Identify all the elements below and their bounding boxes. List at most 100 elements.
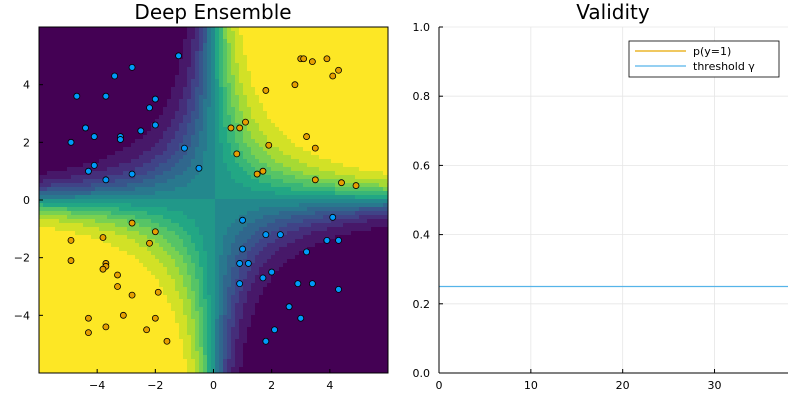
contour-cell bbox=[87, 115, 92, 120]
contour-cell bbox=[207, 51, 212, 56]
contour-cell bbox=[379, 63, 384, 68]
contour-cell bbox=[111, 155, 116, 160]
contour-cell bbox=[91, 143, 96, 148]
contour-cell bbox=[91, 167, 96, 172]
contour-cell bbox=[187, 247, 192, 252]
contour-cell bbox=[279, 111, 284, 116]
contour-cell bbox=[95, 223, 100, 228]
contour-cell bbox=[331, 83, 336, 88]
contour-cell bbox=[379, 191, 384, 196]
contour-cell bbox=[335, 59, 340, 64]
contour-cell bbox=[79, 123, 84, 128]
contour-cell bbox=[367, 87, 372, 92]
contour-cell bbox=[375, 87, 380, 92]
contour-cell bbox=[307, 211, 312, 216]
contour-cell bbox=[267, 111, 272, 116]
contour-cell bbox=[275, 159, 280, 164]
contour-cell bbox=[339, 111, 344, 116]
contour-cell bbox=[71, 215, 76, 220]
contour-cell bbox=[131, 83, 136, 88]
contour-cell bbox=[227, 175, 232, 180]
contour-cell bbox=[43, 235, 48, 240]
contour-cell bbox=[155, 215, 160, 220]
contour-cell bbox=[279, 47, 284, 52]
contour-cell bbox=[359, 43, 364, 48]
contour-cell bbox=[191, 111, 196, 116]
contour-cell bbox=[327, 87, 332, 92]
contour-cell bbox=[135, 171, 140, 176]
contour-cell bbox=[243, 91, 248, 96]
contour-cell bbox=[127, 123, 132, 128]
contour-cell bbox=[311, 191, 316, 196]
contour-cell bbox=[319, 151, 324, 156]
contour-cell bbox=[155, 115, 160, 120]
contour-cell bbox=[279, 131, 284, 136]
contour-cell bbox=[91, 187, 96, 192]
contour-cell bbox=[335, 55, 340, 60]
contour-cell bbox=[379, 179, 384, 184]
contour-cell bbox=[87, 147, 92, 152]
contour-cell bbox=[51, 31, 56, 36]
contour-cell bbox=[83, 223, 88, 228]
contour-cell bbox=[43, 199, 48, 204]
contour-cell bbox=[127, 159, 132, 164]
contour-cell bbox=[283, 103, 288, 108]
contour-cell bbox=[167, 71, 172, 76]
contour-cell bbox=[87, 247, 92, 252]
contour-cell bbox=[195, 87, 200, 92]
contour-cell bbox=[87, 79, 92, 84]
contour-cell bbox=[315, 47, 320, 52]
contour-cell bbox=[151, 119, 156, 124]
contour-cell bbox=[191, 187, 196, 192]
contour-cell bbox=[351, 167, 356, 172]
contour-cell bbox=[63, 27, 68, 32]
contour-cell bbox=[75, 71, 80, 76]
contour-cell bbox=[187, 231, 192, 236]
contour-cell bbox=[279, 239, 284, 244]
contour-cell bbox=[259, 199, 264, 204]
contour-cell bbox=[339, 215, 344, 220]
contour-cell bbox=[143, 175, 148, 180]
contour-cell bbox=[383, 207, 388, 212]
contour-cell bbox=[251, 79, 256, 84]
contour-cell bbox=[47, 187, 52, 192]
contour-cell bbox=[355, 239, 360, 244]
contour-cell bbox=[359, 83, 364, 88]
contour-cell bbox=[91, 251, 96, 256]
contour-cell bbox=[135, 151, 140, 156]
contour-cell bbox=[263, 143, 268, 148]
contour-cell bbox=[183, 35, 188, 40]
contour-cell bbox=[307, 83, 312, 88]
contour-cell bbox=[63, 167, 68, 172]
contour-cell bbox=[231, 179, 236, 184]
contour-cell bbox=[295, 187, 300, 192]
contour-cell bbox=[247, 247, 252, 252]
contour-cell bbox=[83, 167, 88, 172]
contour-cell bbox=[47, 127, 52, 132]
contour-cell bbox=[363, 59, 368, 64]
contour-cell bbox=[327, 163, 332, 168]
contour-cell bbox=[339, 59, 344, 64]
contour-cell bbox=[243, 191, 248, 196]
contour-cell bbox=[55, 91, 60, 96]
contour-cell bbox=[199, 91, 204, 96]
contour-cell bbox=[263, 251, 268, 256]
contour-cell bbox=[99, 215, 104, 220]
contour-cell bbox=[355, 55, 360, 60]
contour-cell bbox=[67, 103, 72, 108]
contour-cell bbox=[63, 139, 68, 144]
contour-cell bbox=[71, 227, 76, 232]
contour-cell bbox=[103, 223, 108, 228]
contour-cell bbox=[223, 35, 228, 40]
contour-cell bbox=[263, 35, 268, 40]
contour-cell bbox=[87, 123, 92, 128]
contour-cell bbox=[271, 47, 276, 52]
contour-cell bbox=[319, 159, 324, 164]
contour-cell bbox=[327, 247, 332, 252]
contour-cell bbox=[103, 43, 108, 48]
contour-cell bbox=[67, 75, 72, 80]
contour-cell bbox=[47, 139, 52, 144]
contour-cell bbox=[135, 79, 140, 84]
contour-cell bbox=[211, 231, 216, 236]
contour-cell bbox=[115, 27, 120, 32]
